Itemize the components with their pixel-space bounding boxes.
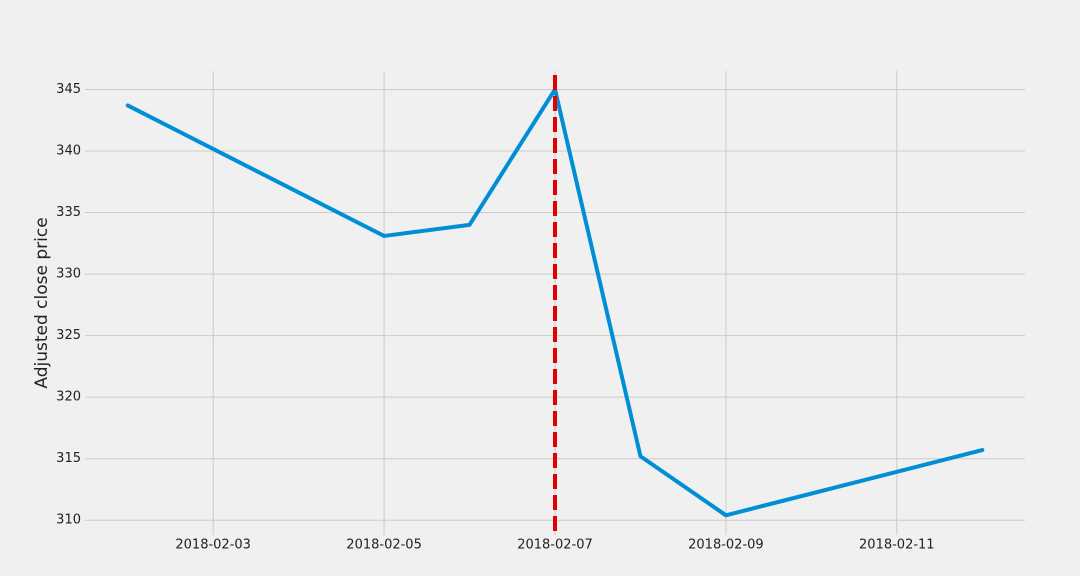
y-tick-label: 330 <box>56 267 81 282</box>
x-tick-label: 2018-02-07 <box>517 538 593 553</box>
x-tick-label: 2018-02-09 <box>688 538 764 553</box>
y-tick-label: 335 <box>56 205 81 220</box>
x-tick-label: 2018-02-11 <box>859 538 935 553</box>
x-tick-label: 2018-02-05 <box>346 538 422 553</box>
y-tick-label: 325 <box>56 328 81 343</box>
y-tick-label: 320 <box>56 390 81 405</box>
y-tick-label: 310 <box>56 513 81 528</box>
y-tick-label: 345 <box>56 82 81 97</box>
x-tick-label: 2018-02-03 <box>175 538 251 553</box>
y-tick-label: 315 <box>56 451 81 466</box>
y-axis-label: Adjusted close price <box>32 217 52 388</box>
y-tick-label: 340 <box>56 144 81 159</box>
